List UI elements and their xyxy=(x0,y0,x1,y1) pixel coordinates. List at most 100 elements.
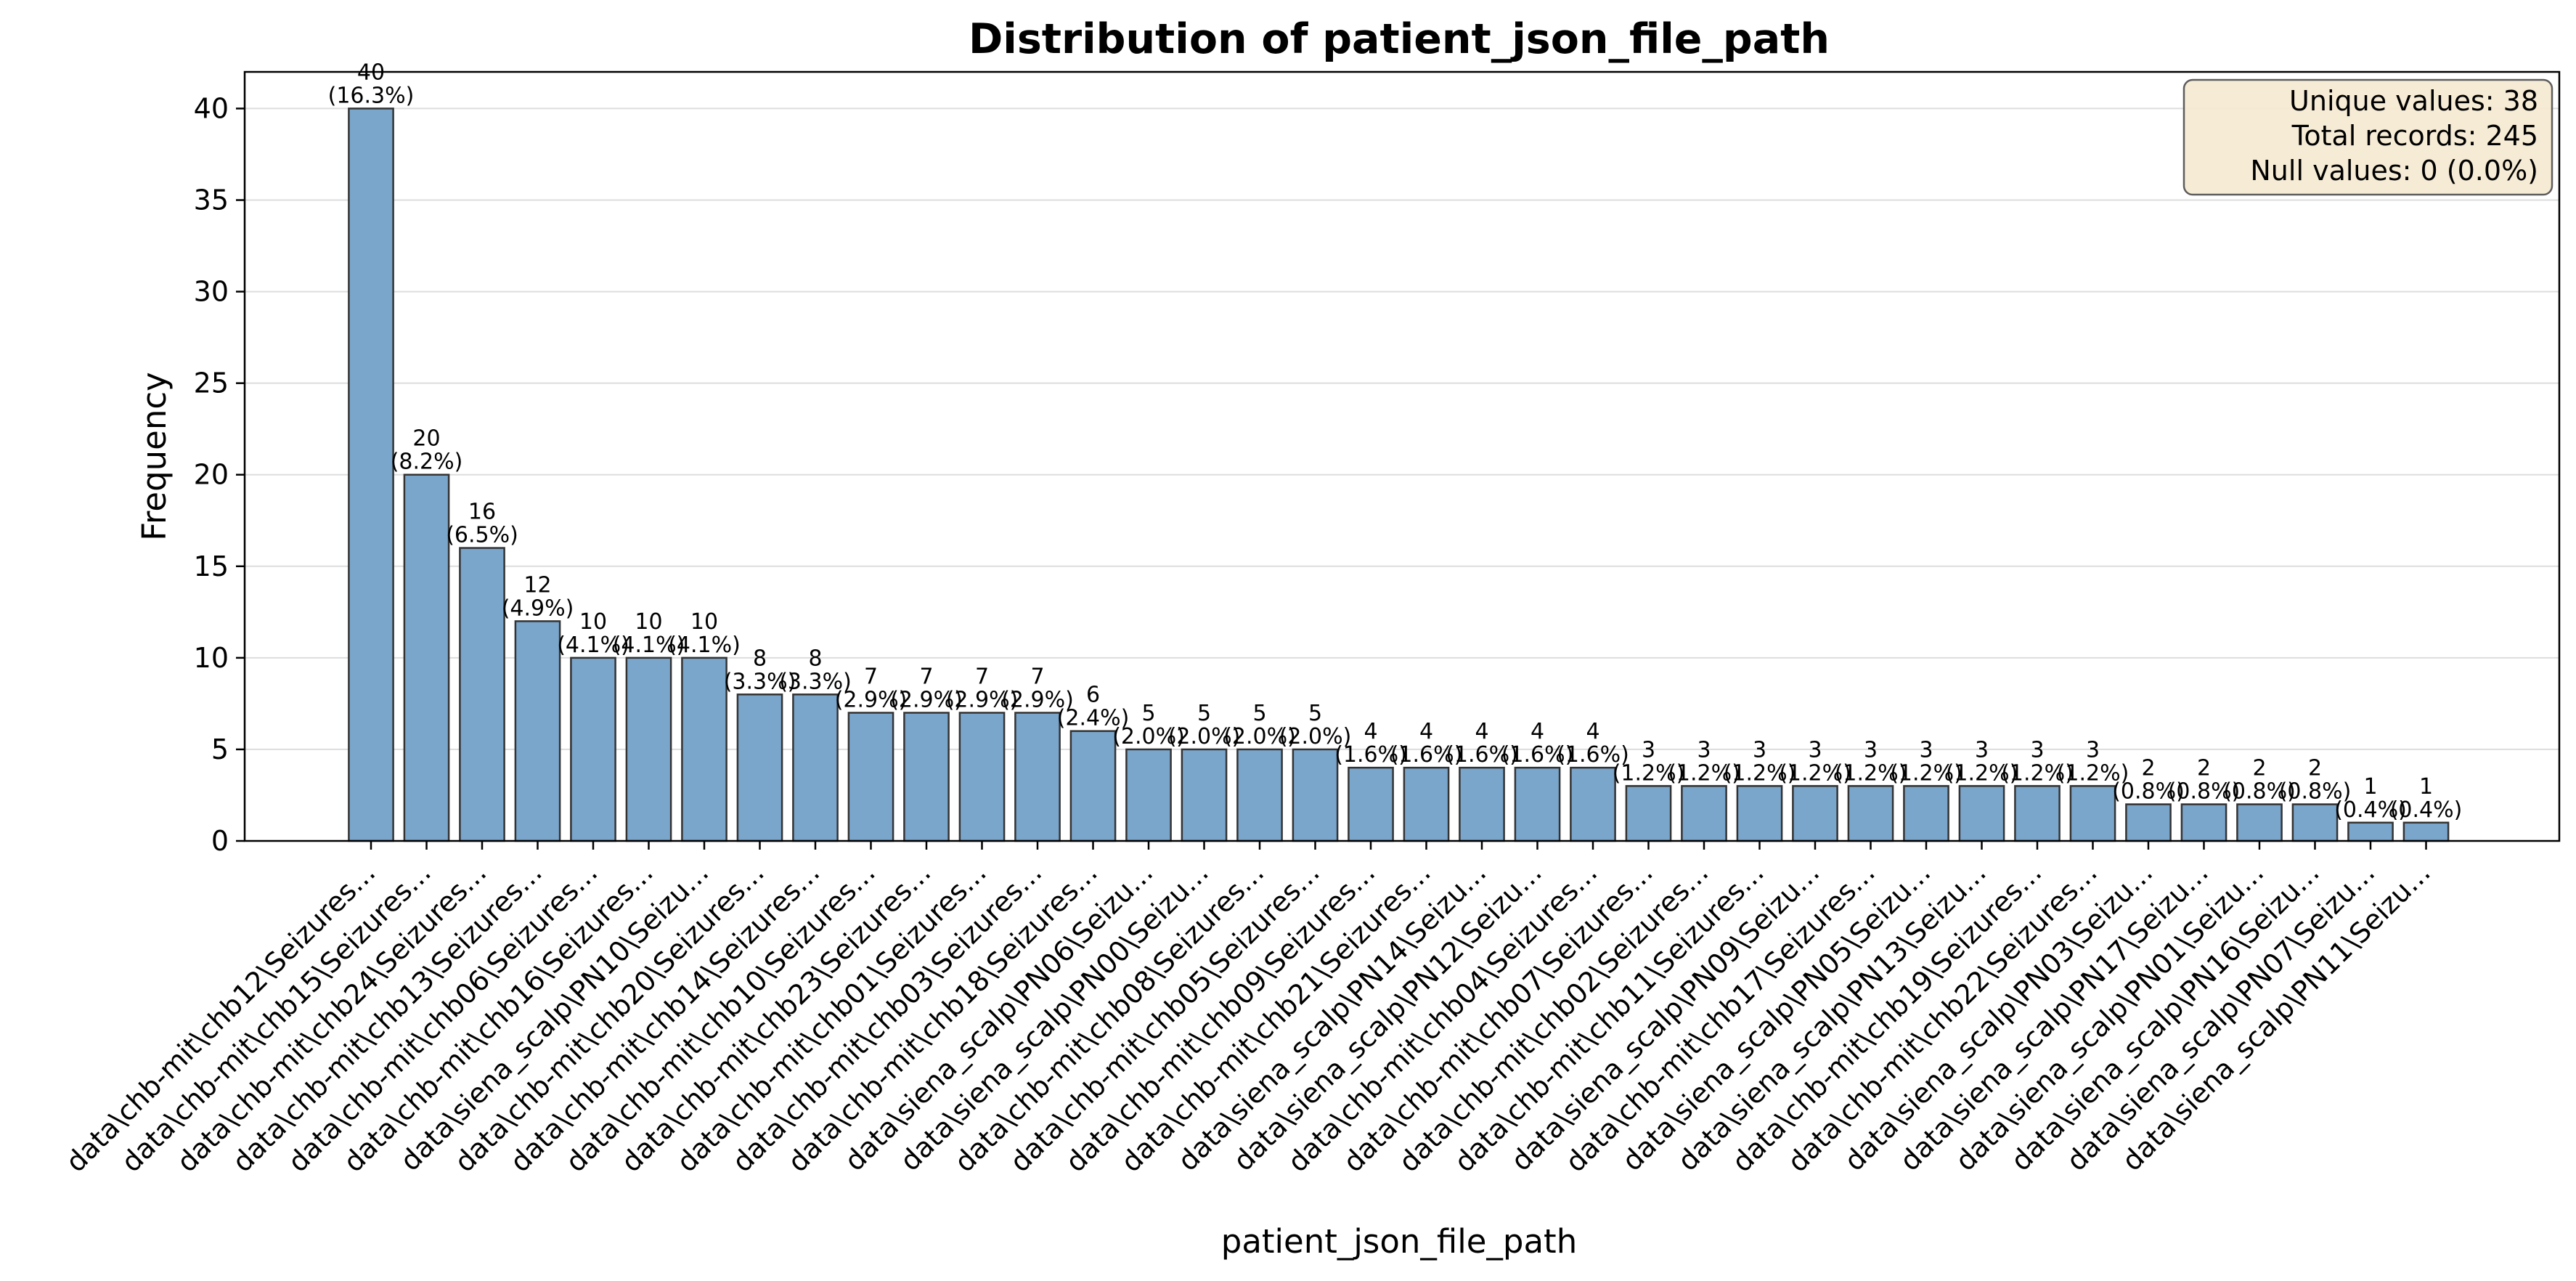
y-tick-label: 25 xyxy=(194,367,229,399)
bar-percent-label: (1.2%) xyxy=(1946,760,2018,786)
y-tick-label: 20 xyxy=(194,459,229,491)
bar xyxy=(792,694,839,842)
bar-percent-label: (4.1%) xyxy=(557,633,629,658)
bar-value-label: 4 xyxy=(1419,719,1433,744)
bar xyxy=(1792,785,1838,842)
bar-value-label: 10 xyxy=(635,609,662,635)
bar-percent-label: (1.2%) xyxy=(1779,760,1851,786)
bar-percent-label: (1.2%) xyxy=(1835,760,1907,786)
bar xyxy=(348,107,394,842)
bar xyxy=(847,712,894,842)
bar-value-label: 5 xyxy=(1252,701,1266,726)
bar-percent-label: (1.2%) xyxy=(2057,760,2129,786)
bar-value-labels: 40(16.3%)20(8.2%)16(6.5%)12(4.9%)10(4.1%… xyxy=(328,60,2463,822)
bar-percent-label: (2.9%) xyxy=(835,688,908,713)
bar-percent-label: (4.9%) xyxy=(502,595,574,621)
bar-value-label: 2 xyxy=(2308,756,2322,781)
bar-percent-label: (2.4%) xyxy=(1057,706,1130,731)
bar-percent-label: (3.3%) xyxy=(779,669,852,694)
y-axis-label: Frequency xyxy=(135,372,174,540)
bar-percent-label: (1.6%) xyxy=(1334,742,1407,768)
bar-value-label: 2 xyxy=(2141,756,2155,781)
x-axis-label: patient_json_file_path xyxy=(1221,1222,1577,1261)
bar-percent-label: (0.8%) xyxy=(2112,779,2185,805)
bar xyxy=(1625,785,1672,842)
bar xyxy=(1736,785,1783,842)
bar-percent-label: (1.2%) xyxy=(1890,760,1962,786)
bar xyxy=(1403,766,1450,842)
bar-value-label: 5 xyxy=(1141,701,1155,726)
y-tick-label: 15 xyxy=(194,550,229,582)
bar-value-label: 20 xyxy=(412,426,440,452)
bar xyxy=(1570,766,1616,842)
y-tick-label: 5 xyxy=(211,733,229,765)
bar-value-label: 12 xyxy=(523,572,551,598)
bar-percent-label: (2.0%) xyxy=(1112,724,1185,749)
y-axis: 0 5 10 15 20 25 30 35 40 xyxy=(194,92,245,857)
bar-value-label: 7 xyxy=(975,664,989,690)
bar xyxy=(1681,785,1727,842)
bar xyxy=(2069,785,2116,842)
bar-value-label: 7 xyxy=(1030,664,1044,690)
bar xyxy=(2347,821,2394,842)
bar xyxy=(681,656,727,842)
bar xyxy=(2014,785,2061,842)
bar-percent-label: (3.3%) xyxy=(724,669,796,694)
bar xyxy=(625,656,672,842)
bar xyxy=(1181,748,1228,842)
bar xyxy=(514,620,561,842)
stats-null-values: Null values: 0 (0.0%) xyxy=(2250,155,2538,187)
bar xyxy=(1236,748,1283,842)
bar xyxy=(958,712,1006,842)
bar xyxy=(1125,748,1172,842)
bar-percent-label: (1.2%) xyxy=(2001,760,2074,786)
bar-percent-label: (6.5%) xyxy=(446,523,518,548)
bar-percent-label: (2.9%) xyxy=(946,688,1019,713)
bar xyxy=(736,694,783,842)
y-tick-label: 10 xyxy=(194,642,229,674)
bar-value-label: 7 xyxy=(919,664,933,690)
bar-value-label: 3 xyxy=(2086,737,2100,762)
bar xyxy=(459,547,505,842)
bar xyxy=(1014,712,1061,842)
bar-percent-label: (1.2%) xyxy=(1668,760,1740,786)
bar-percent-label: (0.8%) xyxy=(2168,779,2241,805)
bar xyxy=(570,656,616,842)
bar-value-label: 3 xyxy=(1919,737,1933,762)
bar xyxy=(403,473,450,842)
bar xyxy=(1459,766,1505,842)
stats-box: Unique values: 38 Total records: 245 Nul… xyxy=(2182,78,2553,196)
bar-percent-label: (0.4%) xyxy=(2334,797,2407,823)
bar-percent-label: (4.1%) xyxy=(668,633,741,658)
bar-percent-label: (2.0%) xyxy=(1168,724,1241,749)
bar-percent-label: (0.8%) xyxy=(2279,779,2352,805)
bar-value-label: 5 xyxy=(1197,701,1211,726)
bar-value-label: 2 xyxy=(2197,756,2211,781)
bar xyxy=(2125,803,2172,842)
bar xyxy=(1514,766,1561,842)
bar-percent-label: (0.4%) xyxy=(2390,797,2463,823)
bar-value-label: 1 xyxy=(2419,774,2433,800)
bar xyxy=(2402,821,2450,842)
bar-value-label: 16 xyxy=(468,500,496,525)
bar-value-label: 10 xyxy=(690,609,718,635)
bar-value-label: 8 xyxy=(808,646,822,671)
bar-value-label: 7 xyxy=(864,664,878,690)
bar-percent-label: (0.8%) xyxy=(2223,779,2296,805)
bar-percent-label: (2.0%) xyxy=(1279,724,1352,749)
bar-percent-label: (2.0%) xyxy=(1223,724,1296,749)
bar-value-label: 4 xyxy=(1586,719,1599,744)
bar-percent-label: (2.9%) xyxy=(890,688,963,713)
bar-percent-label: (1.2%) xyxy=(1613,760,1685,786)
bar xyxy=(1292,748,1339,842)
bar-value-label: 3 xyxy=(1642,737,1655,762)
bar xyxy=(2291,803,2339,842)
bar-value-label: 3 xyxy=(1864,737,1878,762)
bar xyxy=(1069,730,1117,842)
bar-value-label: 4 xyxy=(1364,719,1377,744)
chart-title: Distribution of patient_json_file_path xyxy=(969,15,1830,63)
bar-percent-label: (1.6%) xyxy=(1446,742,1518,768)
bar-value-label: 4 xyxy=(1530,719,1544,744)
y-tick-label: 30 xyxy=(194,276,229,308)
